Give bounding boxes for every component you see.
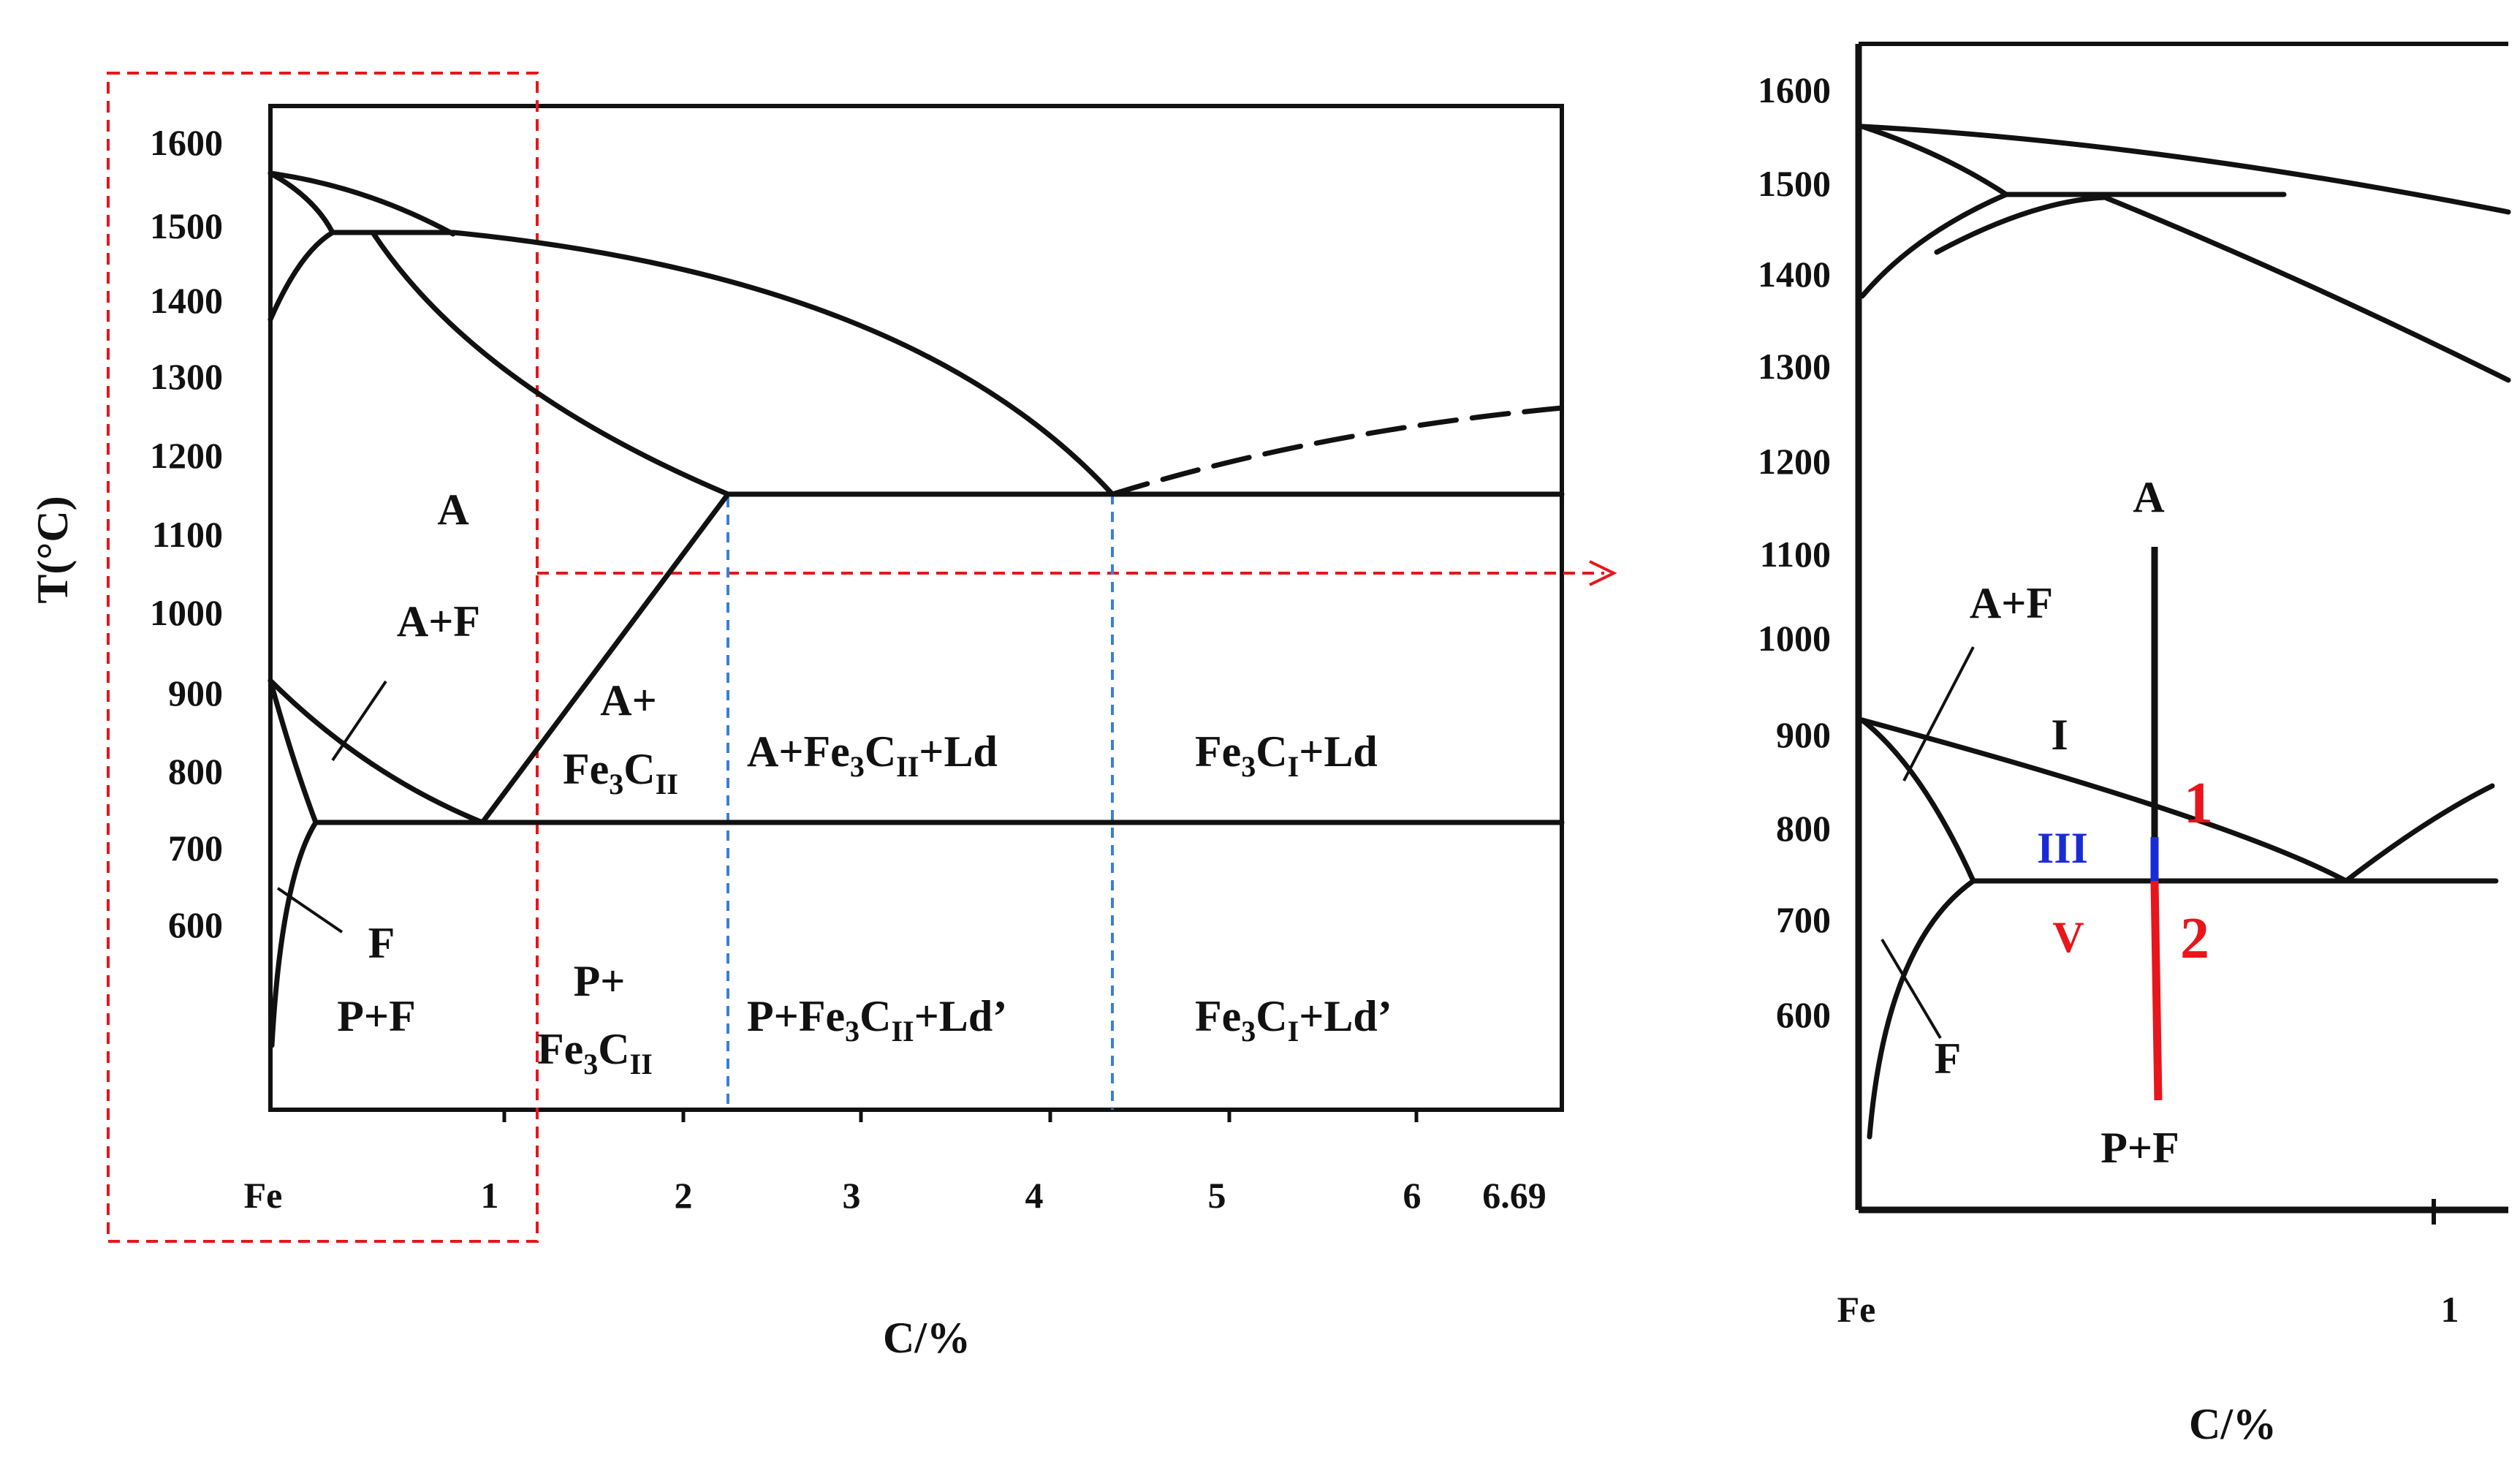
zoom-label-pearlite-ferrite: P+F	[2100, 1124, 2179, 1172]
zoom-region-labels: A A+F I III V 1 2 F P+F	[1935, 473, 2213, 1172]
zoom-a3-line	[1859, 717, 2349, 884]
main-y-tick: 700	[168, 828, 223, 868]
region-pearlite-cementite-formula: Fe3CII	[537, 1025, 653, 1081]
main-x-tick: 3	[843, 1175, 861, 1216]
zoom-leader-a-f	[1902, 646, 1975, 782]
region-pearlite-ferrite: P+F	[337, 992, 416, 1040]
zoom-solidus-gamma	[2102, 194, 2511, 383]
liquidus-gamma	[450, 230, 1115, 497]
main-y-tick: 1000	[150, 592, 223, 633]
zoom-ferrite-gamma	[1859, 717, 1976, 884]
region-pearlite-cementite-ledeburite: P+Fe3CII+Ld’	[747, 992, 1007, 1048]
region-austenite-ferrite: A+F	[397, 597, 480, 646]
main-y-tick: 1200	[150, 435, 223, 476]
zoom-label-point-1: 1	[2184, 771, 2213, 836]
region-austenite: A	[437, 485, 468, 534]
zoom-y-tick: 1500	[1758, 163, 1831, 204]
main-y-tick: 1300	[150, 356, 223, 397]
zoom-phase-boundaries	[1859, 124, 2511, 1140]
zoom-label-austenite-ferrite: A+F	[1970, 579, 2053, 627]
zoom-y-ticks: 1600 1500 1400 1300 1200 1100 1000 900 8…	[1758, 69, 1831, 1035]
region-austenite-cementite-ledeburite: A+Fe3CII+Ld	[747, 727, 998, 783]
zoom-delta-gamma-upper	[1934, 194, 2108, 255]
zoom-label-region-iii: III	[2037, 824, 2088, 872]
main-plot-frame	[268, 104, 1564, 1112]
main-x-ticks: Fe 1 2 3 4 5 6 6.69	[244, 1175, 1546, 1216]
zoom-y-tick: 1300	[1758, 346, 1831, 387]
main-x-tick: 5	[1208, 1175, 1226, 1216]
main-y-tick: 1100	[152, 514, 223, 555]
main-y-tick: 600	[168, 904, 223, 945]
leader-f	[276, 887, 344, 934]
zoom-leader-f	[1880, 938, 1942, 1040]
main-x-tick-marks	[502, 1110, 1419, 1122]
ferrite-gamma-boundary	[267, 678, 319, 825]
zoom-y-tick: 700	[1776, 899, 1831, 940]
zoom-selection-box	[107, 72, 539, 1243]
main-y-ticks: 1600 1500 1400 1300 1200 1100 1000 900 8…	[150, 122, 223, 945]
zoom-y-tick: 1600	[1758, 69, 1831, 110]
zoom-x-axis-title: C/%	[2189, 1400, 2277, 1448]
zoom-label-region-v: V	[2052, 913, 2084, 961]
zoom-liquidus	[1859, 124, 2511, 215]
ferrite-solvus	[269, 820, 319, 1048]
zoom-y-tick: 1200	[1758, 441, 1831, 482]
zoom-y-tick: 1400	[1758, 254, 1831, 295]
solidus-delta	[267, 170, 335, 235]
solidus-gamma	[370, 230, 731, 497]
zoom-arrow-head	[1589, 560, 1617, 586]
main-x-tick: 2	[675, 1175, 693, 1216]
liquidus-delta	[267, 170, 456, 237]
main-x-tick: 6	[1403, 1175, 1422, 1216]
region-primary-cementite-ledeburite: Fe3CI+Ld	[1195, 727, 1378, 783]
main-x-axis-title: C/%	[883, 1314, 971, 1362]
acm-line	[479, 491, 731, 825]
zoom-delta-gamma	[1859, 192, 2009, 299]
leader-a-f	[331, 680, 387, 762]
region-austenite-cementite-top: A+	[600, 676, 657, 724]
main-phase-boundaries	[267, 170, 1565, 1048]
delta-gamma-lower	[267, 230, 335, 322]
main-y-tick: 1500	[150, 205, 223, 246]
zoom-label-austenite: A	[2133, 473, 2164, 521]
main-y-tick: 1400	[150, 280, 223, 321]
main-x-tick: 1	[481, 1175, 499, 1216]
main-x-tick: 4	[1025, 1175, 1044, 1216]
a3-line	[267, 678, 485, 825]
cooling-path-region-v	[2150, 880, 2163, 1101]
main-x-tick: 6.69	[1482, 1175, 1546, 1216]
zoom-y-tick: 1000	[1758, 618, 1831, 659]
region-ferrite: F	[368, 919, 395, 967]
main-region-labels: A A+F F P+F A+ Fe3CII A+Fe3CII+Ld Fe3CI+…	[337, 485, 1392, 1081]
main-diagram: 1600 1500 1400 1300 1200 1100 1000 900 8…	[29, 72, 1617, 1362]
region-pearlite-cementite-top: P+	[574, 957, 626, 1005]
main-y-tick: 800	[168, 751, 223, 792]
main-y-axis-title: T(°C)	[29, 496, 77, 603]
zoom-label-region-i: I	[2051, 711, 2068, 759]
zoom-x-tick: Fe	[1837, 1289, 1876, 1330]
liquidus-cementite	[1109, 405, 1565, 497]
zoom-diagram: 1600 1500 1400 1300 1200 1100 1000 900 8…	[1758, 42, 2511, 1448]
zoom-x-tick: 1	[2441, 1289, 2459, 1330]
main-y-tick: 900	[168, 673, 223, 714]
zoom-label-point-2: 2	[2180, 907, 2209, 971]
zoom-y-tick: 800	[1776, 808, 1831, 849]
zoom-solidus-delta	[1859, 124, 2009, 197]
zoom-y-tick: 1100	[1760, 534, 1831, 575]
region-austenite-cementite-formula: Fe3CII	[563, 745, 678, 801]
zoom-label-ferrite: F	[1935, 1034, 1962, 1083]
zoom-y-tick: 600	[1776, 994, 1831, 1035]
zoom-acm-line	[2343, 783, 2495, 884]
region-primary-cementite-transformed-ledeburite: Fe3CI+Ld’	[1195, 992, 1392, 1048]
main-x-tick: Fe	[244, 1175, 283, 1216]
main-y-tick: 1600	[150, 122, 223, 163]
zoom-y-tick: 900	[1776, 714, 1831, 755]
